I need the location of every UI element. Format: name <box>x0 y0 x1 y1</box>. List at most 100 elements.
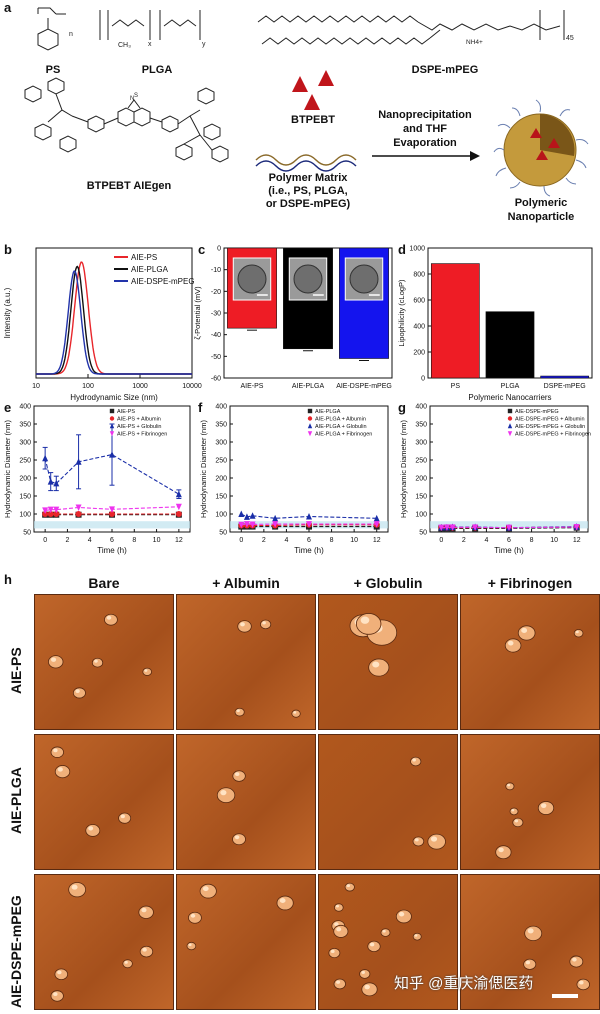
legend-marker-e <box>109 416 115 421</box>
polymer-matrix-label: Polymer Matrix (i.e., PS, PLGA, or DSPE-… <box>248 172 368 211</box>
afm-particle <box>260 619 272 630</box>
afm-particle-highlight <box>412 758 416 762</box>
afm-particle-highlight <box>414 934 418 937</box>
legend-marker-f <box>307 408 313 414</box>
x-axis-label-g: Time (h) <box>494 546 524 555</box>
y-tick-label-d: 200 <box>413 350 425 357</box>
panel-letter-h: h <box>4 572 12 587</box>
data-point-e <box>47 506 54 514</box>
afm-image <box>318 594 458 730</box>
afm-particle <box>367 940 381 953</box>
y-axis-label-e: Hydrodynamic Diameter (nm) <box>3 420 12 518</box>
afm-particle <box>48 655 64 669</box>
afm-particle <box>54 968 69 981</box>
legend-marker-f <box>307 416 313 421</box>
legend-marker-e <box>109 408 115 414</box>
legend-label-f: AIE-PLGA + Albumin <box>315 417 366 423</box>
afm-particle-highlight <box>527 928 534 934</box>
afm-particle <box>50 746 64 758</box>
y-axis-label-c: ζ-Potential (mV) <box>193 286 202 340</box>
afm-particle-highlight <box>94 659 98 663</box>
afm-particle-highlight <box>525 960 531 965</box>
afm-particle-highlight <box>50 657 57 662</box>
reference-band-e <box>34 521 190 529</box>
data-point-f <box>306 513 312 520</box>
scale-bar <box>552 994 578 998</box>
legend-label-e: AIE-PS <box>117 409 135 415</box>
data-point-f <box>373 521 380 528</box>
y-tick-label-g: 100 <box>415 512 427 519</box>
data-point-g <box>472 524 479 531</box>
x-tick-label-b: 10 <box>32 383 40 390</box>
afm-row-label: AIE-DSPE-mPEG <box>8 895 24 1008</box>
x-tick-label-e: 2 <box>65 537 69 544</box>
series-line-g <box>441 527 577 529</box>
afm-particle <box>380 928 391 937</box>
x-tick-label-e: 6 <box>110 537 114 544</box>
afm-particle <box>85 824 101 837</box>
data-point-f <box>306 521 312 528</box>
legend-label-g: AIE-DSPE-mPEG <box>515 409 559 415</box>
svg-text:N: N <box>130 96 134 102</box>
data-point-e <box>109 511 115 517</box>
data-point-f <box>249 521 256 528</box>
x-tick-label-e: 12 <box>175 537 183 544</box>
afm-particles <box>216 770 246 846</box>
data-point-f <box>373 514 380 522</box>
product-line-1: Polymeric <box>514 197 568 209</box>
panel-letter-c: c <box>198 242 205 257</box>
legend-label-f: AIE-PLGA <box>315 409 341 415</box>
panel-letter-e: e <box>4 400 11 415</box>
product-label: Polymeric Nanoparticle <box>496 196 586 224</box>
data-point-e <box>175 503 182 511</box>
afm-particle <box>234 707 245 717</box>
afm-particle <box>186 941 197 951</box>
btpebt-label: BTPEBT <box>291 114 335 126</box>
panel-letter-f: f <box>198 400 203 415</box>
afm-particle <box>359 969 371 979</box>
y-tick-label-e: 200 <box>19 476 31 483</box>
afm-particle-highlight <box>511 809 515 812</box>
polymer-chains-icon <box>255 154 357 172</box>
y-tick-label-e: 350 <box>19 422 31 429</box>
y-tick-label-g: 200 <box>415 476 427 483</box>
x-tick-label-c: AIE-PS <box>241 383 264 390</box>
x-tick-label-e: 10 <box>153 537 161 544</box>
x-tick-label-f: 8 <box>330 537 334 544</box>
y-tick-label-e: 300 <box>19 440 31 447</box>
x-tick-label-f: 0 <box>239 537 243 544</box>
afm-particle-highlight <box>540 803 547 808</box>
plot-frame-b <box>35 247 193 379</box>
x-tick-label-c: AIE-DSPE-mPEG <box>336 383 392 390</box>
afm-particle <box>361 982 378 997</box>
plga-label: PLGA <box>141 64 173 76</box>
y-tick-label-f: 200 <box>215 476 227 483</box>
panel-letter-g: g <box>398 400 406 415</box>
data-point-f <box>243 521 250 528</box>
afm-particle-highlight <box>364 984 370 990</box>
afm-particle <box>333 903 344 912</box>
afm-particle-highlight <box>346 884 350 888</box>
series-line-e <box>45 506 179 511</box>
x-tick-label-d: PS <box>451 383 461 390</box>
afm-particles <box>495 782 555 860</box>
process-line-1: Nanoprecipitation <box>378 109 472 121</box>
y-tick-label-f: 250 <box>215 458 227 465</box>
afm-particle-highlight <box>330 949 335 954</box>
afm-particle-highlight <box>336 980 341 984</box>
y-axis-label-g: Hydrodynamic Diameter (nm) <box>399 420 408 518</box>
afm-particle-highlight <box>220 789 227 796</box>
x-tick-label-f: 6 <box>307 537 311 544</box>
x-axis-label-f: Time (h) <box>294 546 324 555</box>
afm-particle-highlight <box>369 942 375 947</box>
afm-particle <box>104 613 118 626</box>
series-line-f <box>241 513 377 519</box>
afm-particle-highlight <box>202 886 209 892</box>
afm-particles <box>523 925 590 991</box>
x-tick-label-f: 10 <box>350 537 358 544</box>
legend-label-e: AIE-PS + Globulin <box>117 424 161 430</box>
x-tick-label-e: 0 <box>43 537 47 544</box>
afm-particle <box>517 625 536 641</box>
y-tick-label-f: 300 <box>215 440 227 447</box>
